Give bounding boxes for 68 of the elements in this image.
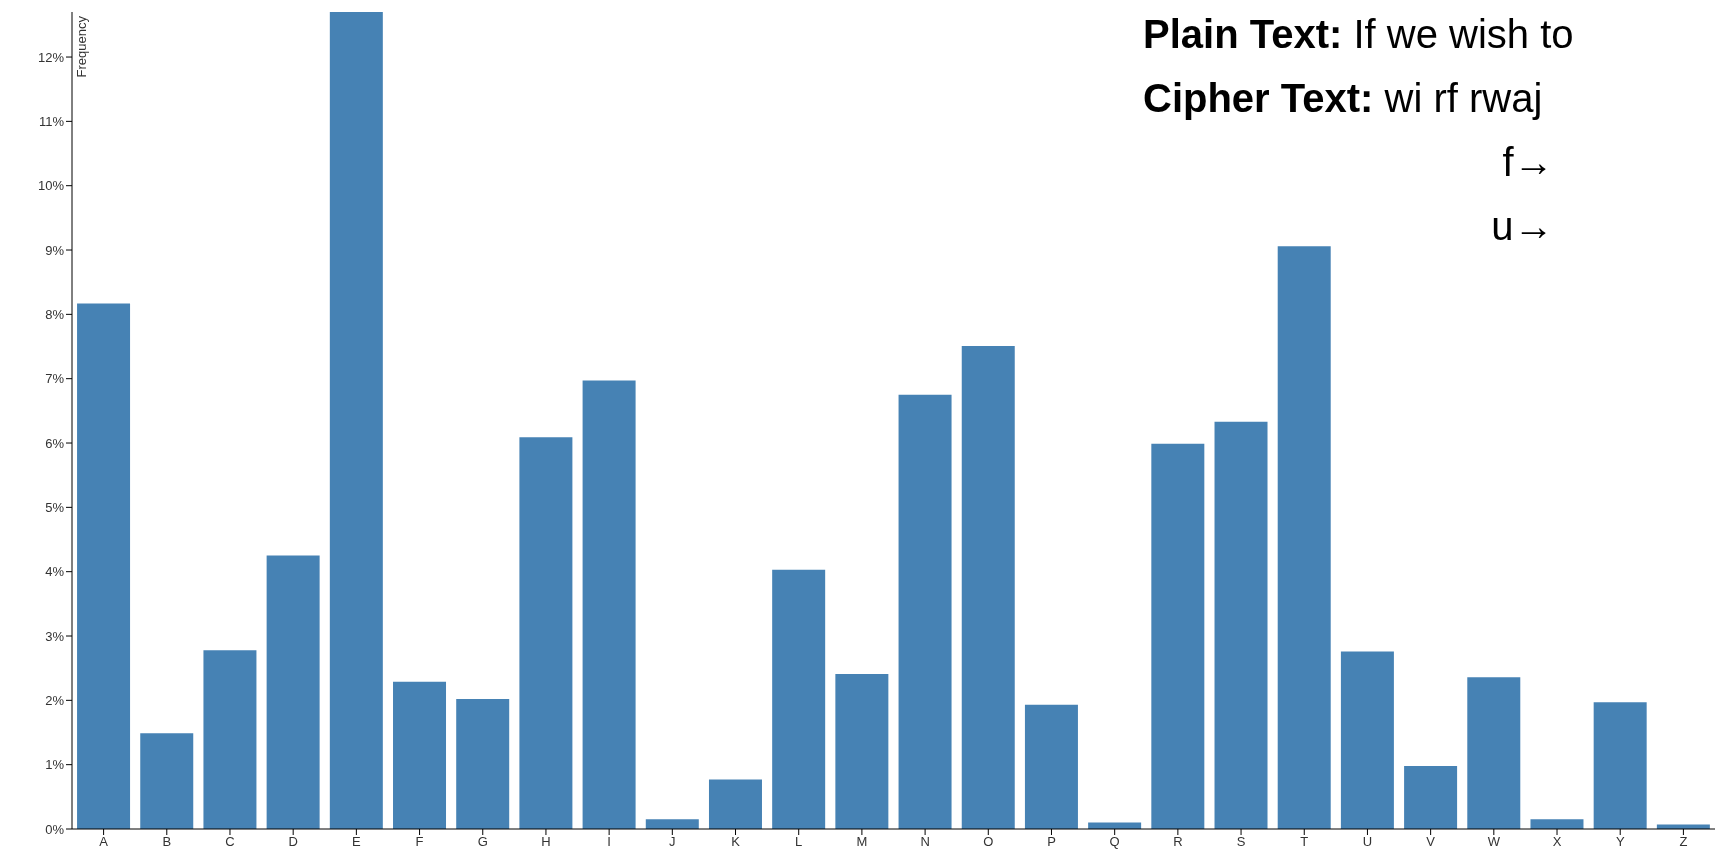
x-tick-label: C — [225, 834, 235, 850]
bar — [582, 380, 636, 829]
y-tick-label: 0% — [45, 821, 65, 837]
bar — [203, 650, 257, 829]
bar — [393, 681, 447, 829]
bar — [772, 569, 826, 829]
y-axis-title: Frequency — [74, 15, 89, 78]
bar — [835, 673, 889, 829]
x-tick-label: R — [1173, 834, 1183, 850]
bar — [456, 699, 510, 829]
y-tick-label: 12% — [37, 49, 65, 65]
bar — [898, 394, 952, 829]
bar — [1277, 246, 1331, 829]
bar — [1024, 704, 1078, 829]
x-tick-label: L — [795, 834, 803, 850]
bar — [329, 12, 383, 829]
y-tick-label: 5% — [45, 499, 65, 515]
x-tick-label: V — [1426, 834, 1436, 850]
annotation: Cipher Text: wi rf rwaj — [1143, 76, 1543, 120]
x-tick-label: W — [1487, 834, 1501, 850]
x-tick-label: Y — [1615, 834, 1625, 850]
y-tick-label: 10% — [37, 178, 65, 194]
bar — [645, 819, 699, 829]
x-tick-label: F — [415, 834, 424, 850]
bar — [961, 345, 1015, 829]
bar — [1151, 443, 1205, 829]
y-tick-label: 4% — [45, 564, 65, 580]
bar — [1404, 765, 1458, 829]
x-tick-label: A — [99, 834, 109, 850]
y-tick-label: 8% — [45, 306, 65, 322]
x-tick-label: O — [983, 834, 994, 850]
y-tick-label: 2% — [45, 692, 65, 708]
bar — [519, 437, 573, 829]
x-tick-label: N — [920, 834, 930, 850]
x-tick-label: T — [1300, 834, 1309, 850]
x-tick-label: I — [607, 834, 611, 850]
bar — [1467, 677, 1521, 829]
bar — [1340, 651, 1394, 829]
bar — [1593, 702, 1647, 829]
y-tick-label: 11% — [38, 113, 65, 129]
bar — [266, 555, 320, 829]
x-tick-label: H — [541, 834, 551, 850]
bar — [1214, 421, 1268, 829]
x-tick-label: Z — [1679, 834, 1688, 850]
annotation: Plain Text: If we wish to — [1143, 12, 1574, 56]
x-tick-label: M — [856, 834, 868, 850]
x-tick-label: S — [1236, 834, 1246, 850]
y-tick-label: 6% — [45, 435, 65, 451]
bar — [1530, 819, 1584, 829]
x-tick-label: P — [1047, 834, 1056, 850]
y-tick-label: 1% — [45, 757, 65, 773]
annotation: f→ — [1502, 140, 1554, 184]
x-tick-label: U — [1362, 834, 1373, 850]
x-tick-label: E — [352, 834, 362, 850]
y-tick-label: 9% — [45, 242, 65, 258]
x-tick-label: Q — [1109, 834, 1120, 850]
bar — [77, 303, 131, 829]
x-tick-label: X — [1552, 834, 1562, 850]
x-tick-label: D — [288, 834, 298, 850]
x-tick-label: B — [162, 834, 172, 850]
bar — [140, 733, 194, 829]
x-tick-label: J — [669, 834, 676, 850]
y-tick-label: 3% — [45, 628, 65, 644]
annotation: u→ — [1491, 204, 1554, 248]
bar — [708, 779, 762, 829]
x-tick-label: K — [731, 834, 741, 850]
y-tick-label: 7% — [45, 371, 65, 387]
x-tick-label: G — [477, 834, 488, 850]
